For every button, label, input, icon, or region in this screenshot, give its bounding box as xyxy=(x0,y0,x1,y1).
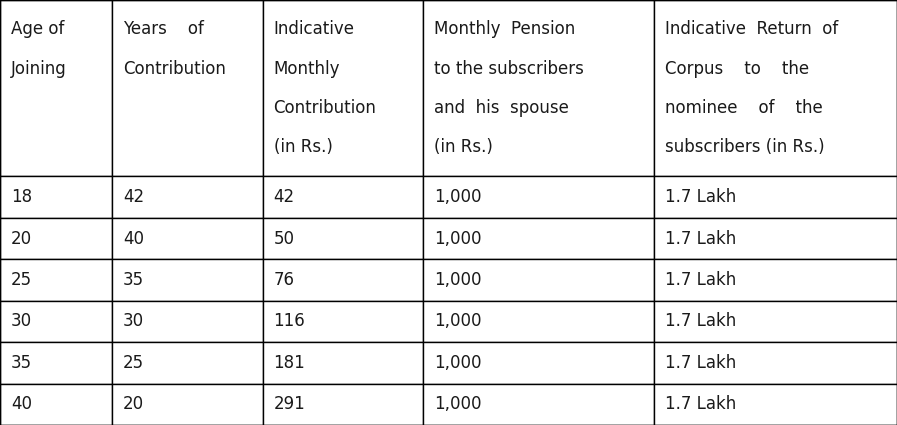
Text: 42: 42 xyxy=(274,188,295,206)
Bar xyxy=(263,176,423,218)
Text: Indicative: Indicative xyxy=(274,20,354,38)
Bar xyxy=(654,176,897,218)
Bar xyxy=(654,342,897,383)
Text: Indicative  Return  of: Indicative Return of xyxy=(665,20,838,38)
Bar xyxy=(0,301,112,342)
Bar xyxy=(0,176,112,218)
Bar xyxy=(263,218,423,259)
Bar xyxy=(654,218,897,259)
Text: 1.7 Lakh: 1.7 Lakh xyxy=(665,230,736,247)
Text: (in Rs.): (in Rs.) xyxy=(434,138,493,156)
Text: 116: 116 xyxy=(274,312,305,330)
Bar xyxy=(263,383,423,425)
Text: 1,000: 1,000 xyxy=(434,230,482,247)
Bar xyxy=(423,383,654,425)
Text: nominee    of    the: nominee of the xyxy=(665,99,823,117)
Bar xyxy=(263,259,423,301)
Bar xyxy=(263,0,423,176)
Text: Corpus    to    the: Corpus to the xyxy=(665,60,809,78)
Text: Contribution: Contribution xyxy=(123,60,226,78)
Text: 1,000: 1,000 xyxy=(434,312,482,330)
Text: 1.7 Lakh: 1.7 Lakh xyxy=(665,354,736,372)
Text: 1,000: 1,000 xyxy=(434,271,482,289)
Bar xyxy=(0,342,112,383)
Text: Age of: Age of xyxy=(11,20,65,38)
Text: 40: 40 xyxy=(11,395,31,413)
Text: Monthly: Monthly xyxy=(274,60,340,78)
Text: 291: 291 xyxy=(274,395,305,413)
Bar xyxy=(423,218,654,259)
Text: Joining: Joining xyxy=(11,60,66,78)
Text: 1.7 Lakh: 1.7 Lakh xyxy=(665,271,736,289)
Text: 50: 50 xyxy=(274,230,294,247)
Bar xyxy=(0,383,112,425)
Text: Years    of: Years of xyxy=(123,20,204,38)
Text: 42: 42 xyxy=(123,188,144,206)
Text: Contribution: Contribution xyxy=(274,99,377,117)
Text: 20: 20 xyxy=(123,395,144,413)
Text: 40: 40 xyxy=(123,230,144,247)
Bar xyxy=(423,259,654,301)
Bar xyxy=(112,259,263,301)
Text: 25: 25 xyxy=(11,271,32,289)
Text: 1.7 Lakh: 1.7 Lakh xyxy=(665,188,736,206)
Bar xyxy=(112,176,263,218)
Text: 35: 35 xyxy=(11,354,32,372)
Text: 1,000: 1,000 xyxy=(434,395,482,413)
Bar xyxy=(423,342,654,383)
Bar xyxy=(654,259,897,301)
Text: 1,000: 1,000 xyxy=(434,188,482,206)
Bar xyxy=(263,342,423,383)
Text: 1,000: 1,000 xyxy=(434,354,482,372)
Bar xyxy=(0,0,112,176)
Text: 25: 25 xyxy=(123,354,144,372)
Text: 76: 76 xyxy=(274,271,294,289)
Bar xyxy=(112,383,263,425)
Bar xyxy=(112,342,263,383)
Bar xyxy=(423,176,654,218)
Bar xyxy=(654,301,897,342)
Text: to the subscribers: to the subscribers xyxy=(434,60,584,78)
Bar xyxy=(423,301,654,342)
Bar xyxy=(263,301,423,342)
Text: 1.7 Lakh: 1.7 Lakh xyxy=(665,395,736,413)
Text: and  his  spouse: and his spouse xyxy=(434,99,569,117)
Bar xyxy=(112,301,263,342)
Bar xyxy=(423,0,654,176)
Text: 1.7 Lakh: 1.7 Lakh xyxy=(665,312,736,330)
Text: 20: 20 xyxy=(11,230,32,247)
Bar xyxy=(654,383,897,425)
Bar xyxy=(112,218,263,259)
Text: subscribers (in Rs.): subscribers (in Rs.) xyxy=(665,138,824,156)
Text: Monthly  Pension: Monthly Pension xyxy=(434,20,575,38)
Bar xyxy=(112,0,263,176)
Bar xyxy=(654,0,897,176)
Text: 181: 181 xyxy=(274,354,305,372)
Text: 30: 30 xyxy=(11,312,32,330)
Text: 35: 35 xyxy=(123,271,144,289)
Text: 30: 30 xyxy=(123,312,144,330)
Text: 18: 18 xyxy=(11,188,32,206)
Bar xyxy=(0,259,112,301)
Bar xyxy=(0,218,112,259)
Text: (in Rs.): (in Rs.) xyxy=(274,138,333,156)
